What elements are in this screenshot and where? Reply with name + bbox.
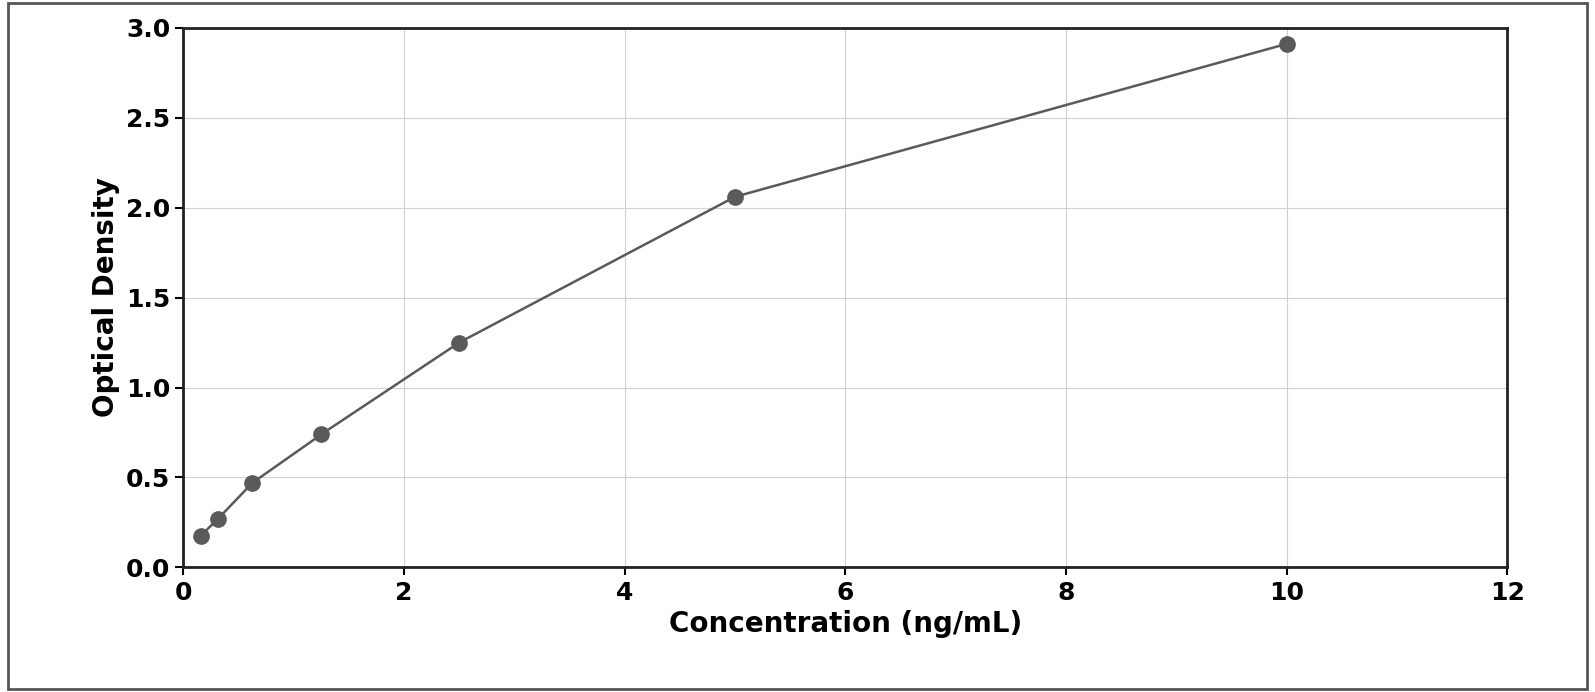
Point [447,337,472,348]
Point [188,531,214,542]
Y-axis label: Optical Density: Optical Density [93,178,120,417]
Point [1274,38,1300,49]
Point [308,429,333,440]
Point [239,477,265,489]
Point [206,513,231,525]
X-axis label: Concentration (ng/mL): Concentration (ng/mL) [668,610,1022,638]
Point [723,191,748,202]
